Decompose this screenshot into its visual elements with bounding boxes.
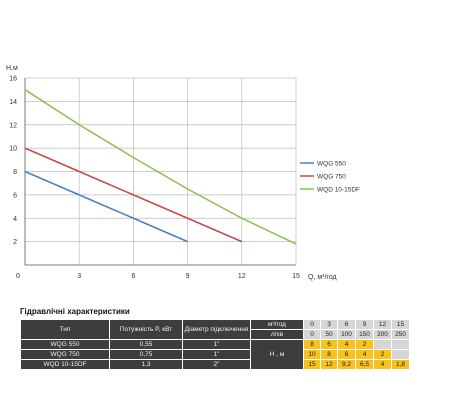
hydraulic-specs-table: Тип Потужність P, кВт Діаметр підключенн…	[20, 319, 410, 370]
q-lmin-cell: 50	[320, 329, 338, 340]
legend-label: WQD 10-15DF	[317, 187, 360, 194]
h-cell: 4	[373, 359, 392, 370]
q-m3h-cell: 0	[303, 319, 321, 330]
q-m3h-cell: 12	[373, 319, 392, 330]
h-cell: 4	[355, 349, 374, 360]
series-line	[24, 147, 243, 243]
h-cell: 2	[373, 349, 392, 360]
row-type: WQD 10-15DF	[20, 359, 110, 370]
h-cell: 6	[337, 349, 356, 360]
x-tick-label: 9	[186, 273, 190, 280]
y-tick-label: 8	[13, 169, 17, 176]
h-cell-empty	[391, 339, 410, 350]
q-lmin-cell: 100	[337, 329, 356, 340]
row-type: WQG 550	[20, 339, 110, 350]
h-cell-empty	[373, 339, 392, 350]
q-lmin-cell: 250	[391, 329, 410, 340]
x-tick-label: 3	[77, 273, 81, 280]
header-type: Тип	[20, 319, 110, 340]
q-lmin-cell: 0	[303, 329, 321, 340]
pump-curve-chart: 0 3 6 9 12 15 2 4 6 8 10 12 14 16 H,м Q, м³/год WQG 5…	[6, 65, 360, 281]
x-tick-label: 0	[16, 273, 20, 280]
h-cell: 12	[320, 359, 338, 370]
legend-label: WQG 550	[317, 161, 346, 168]
y-tick-label: 12	[9, 122, 17, 129]
row-diameter: 1"	[182, 339, 251, 350]
q-lmin-cell: 150	[355, 329, 374, 340]
row-diameter: 2"	[182, 359, 251, 370]
chart-tick-labels: 0 3 6 9 12 15 2 4 6 8 10 12 14 16	[9, 76, 300, 281]
legend-label: WQG 750	[317, 174, 346, 181]
h-cell: 6,5	[355, 359, 374, 370]
table-row: WQG 750 0,75 1" 10 8 6 4 2	[20, 349, 410, 360]
y-tick-label: 14	[9, 99, 17, 106]
h-cell-empty	[391, 349, 410, 360]
header-diameter: Діаметр підключення	[182, 319, 251, 340]
h-cell: 8	[303, 339, 321, 350]
chart-legend: WQG 550 WQG 750 WQD 10-15DF	[300, 161, 360, 194]
header-unit-lmin: л/хв	[250, 329, 304, 340]
q-m3h-cell: 9	[355, 319, 374, 330]
q-m3h-cell: 6	[337, 319, 356, 330]
h-cell: 8	[320, 349, 338, 360]
y-tick-label: 6	[13, 192, 17, 199]
h-cell: 9,2	[337, 359, 356, 370]
y-axis-label: H,м	[6, 65, 18, 72]
table-title: Гідравлічні характеристики	[20, 307, 130, 316]
h-label: Н , м	[250, 339, 304, 370]
row-type: WQG 750	[20, 349, 110, 360]
q-m3h-cell: 15	[391, 319, 410, 330]
q-lmin-cell: 200	[373, 329, 392, 340]
series-line	[24, 170, 188, 243]
row-power: 0,55	[109, 339, 183, 350]
y-tick-label: 10	[9, 146, 17, 153]
x-axis-label: Q, м³/год	[308, 274, 337, 281]
chart-grid	[25, 77, 297, 265]
h-cell: 6	[320, 339, 338, 350]
table-row: WQD 10-15DF 1,3 2" 15 12 9,2 6,5 4 1,8	[20, 359, 410, 370]
h-cell: 2	[355, 339, 374, 350]
y-tick-label: 4	[13, 216, 17, 223]
chart-series	[24, 89, 297, 245]
table-row: WQG 550 0,55 1" Н , м 8 6 4 2	[20, 339, 410, 370]
header-unit-m3h: м³/год	[250, 319, 304, 330]
x-tick-label: 12	[238, 273, 246, 280]
h-cell: 1,8	[391, 359, 410, 370]
row-diameter: 1"	[182, 349, 251, 360]
h-cell: 4	[337, 339, 356, 350]
h-cell: 15	[303, 359, 321, 370]
q-m3h-cell: 3	[320, 319, 338, 330]
row-power: 0,75	[109, 349, 183, 360]
row-power: 1,3	[109, 359, 183, 370]
x-tick-label: 6	[131, 273, 135, 280]
y-tick-label: 2	[13, 239, 17, 246]
x-tick-label: 15	[292, 273, 300, 280]
y-tick-label: 16	[9, 76, 17, 83]
h-cell: 10	[303, 349, 321, 360]
series-line	[24, 89, 297, 245]
header-power: Потужність P, кВт	[109, 319, 183, 340]
